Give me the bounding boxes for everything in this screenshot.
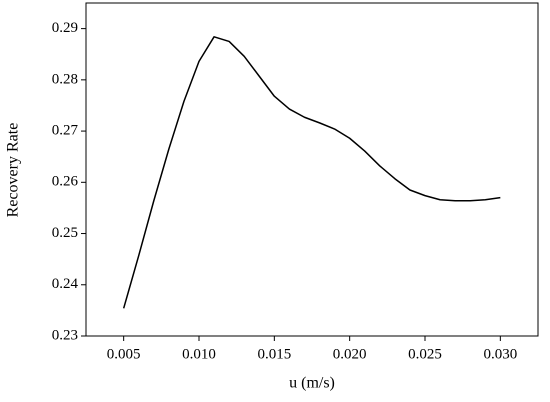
x-tick-label: 0.010 (182, 346, 216, 362)
x-axis-title: u (m/s) (289, 375, 335, 392)
x-tick-label: 0.015 (257, 346, 291, 362)
y-tick-label: 0.29 (52, 20, 78, 36)
y-tick-label: 0.23 (52, 327, 78, 343)
y-tick-label: 0.24 (52, 276, 79, 292)
x-tick-label: 0.030 (483, 346, 517, 362)
x-tick-label: 0.005 (107, 346, 141, 362)
x-tick-label: 0.020 (333, 346, 367, 362)
plot-frame (85, 2, 539, 337)
y-tick-label: 0.25 (52, 225, 78, 241)
y-tick-label: 0.26 (52, 174, 79, 190)
y-axis-title: Recovery Rate (5, 123, 22, 218)
line-series (122, 36, 501, 309)
y-tick-label: 0.28 (52, 71, 78, 87)
x-tick-label: 0.025 (408, 346, 442, 362)
y-tick-label: 0.27 (52, 123, 79, 139)
